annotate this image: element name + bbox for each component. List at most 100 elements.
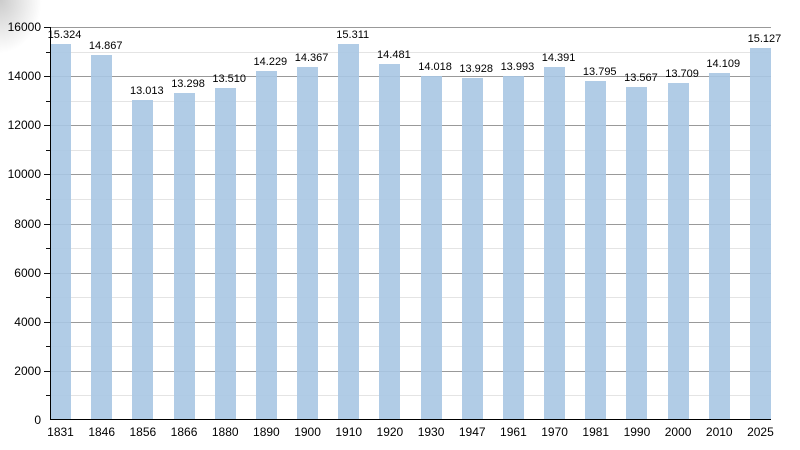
x-label-slot: 1930 xyxy=(418,426,445,439)
bar-value-label: 14.229 xyxy=(253,55,288,68)
x-label-slot: 1920 xyxy=(377,426,404,439)
bar-value-label: 15.127 xyxy=(747,33,782,46)
major-gridline xyxy=(50,27,771,28)
x-axis-tick-label: 1890 xyxy=(253,425,280,439)
x-axis-tick-label: 2000 xyxy=(664,425,692,439)
x-label-slot: 1846 xyxy=(88,426,115,439)
x-label-slot: 1961 xyxy=(500,426,527,439)
x-label-slot: 1910 xyxy=(335,425,363,439)
x-label-slot: 1880 xyxy=(211,425,239,439)
x-label-slot: 1900 xyxy=(294,425,321,439)
bar-value-label: 14.109 xyxy=(706,58,741,71)
bar-slot-1890: 14.229 xyxy=(254,27,287,420)
bar-1856 xyxy=(132,100,154,420)
x-axis-tick-label: 2025 xyxy=(747,425,774,439)
minor-gridline xyxy=(50,297,771,299)
bar-slot-1866: 13.298 xyxy=(171,27,205,420)
x-axis-tick-label: 1920 xyxy=(376,425,404,439)
bar-value-label: 13.298 xyxy=(171,78,205,91)
bar-value-label: 13.795 xyxy=(582,66,617,79)
y-major-tick xyxy=(44,174,50,176)
bars-row: 15.324 14.867 13.013 13.298 13.510 14.229 14.3… xyxy=(48,27,781,420)
bar-1961 xyxy=(502,76,524,420)
major-gridline xyxy=(50,370,771,372)
y-minor-tick xyxy=(46,297,50,299)
major-gridline xyxy=(50,174,771,176)
y-major-tick xyxy=(44,321,50,323)
y-axis-tick-label: 14000 xyxy=(7,69,41,84)
bar-slot-1981: 13.795 xyxy=(583,27,617,420)
major-gridline xyxy=(50,223,771,225)
x-label-slot: 1831 xyxy=(47,426,74,439)
bar-slot-1831: 15.324 xyxy=(48,27,81,420)
x-axis-tick-label: 1910 xyxy=(335,425,363,439)
y-axis-tick-label: 12000 xyxy=(7,118,41,133)
x-label-slot: 1856 xyxy=(130,426,157,439)
bar-value-label: 15.324 xyxy=(47,28,82,41)
x-label-slot: 1990 xyxy=(624,426,651,439)
x-label-slot: 2010 xyxy=(705,425,733,439)
plot-area: 15.324 14.867 13.013 13.298 13.510 14.229 14.3… xyxy=(8,20,782,439)
y-axis-tick-label: 4000 xyxy=(14,314,41,329)
x-axis-tick-label: 2010 xyxy=(705,425,733,439)
x-axis-line xyxy=(50,419,771,420)
bar-slot-1970: 14.391 xyxy=(542,27,575,420)
minor-gridline xyxy=(50,198,771,200)
bar-1866 xyxy=(173,93,195,420)
major-gridline xyxy=(50,125,771,127)
major-gridline xyxy=(50,76,771,78)
bar-value-label: 13.928 xyxy=(459,62,494,75)
bar-1910 xyxy=(338,43,360,420)
y-minor-tick xyxy=(46,248,50,250)
minor-gridline xyxy=(50,149,771,151)
bar-slot-1990: 13.567 xyxy=(624,27,658,420)
bar-1920 xyxy=(379,64,401,420)
bar-1880 xyxy=(214,88,236,420)
bar-value-label: 14.867 xyxy=(88,39,123,52)
minor-gridline xyxy=(50,395,771,397)
bar-1890 xyxy=(255,70,277,420)
bar-1846 xyxy=(91,54,113,420)
x-axis-tick-label: 1900 xyxy=(294,425,321,439)
x-label-slot: 1866 xyxy=(170,425,198,439)
bar-1831 xyxy=(50,43,71,420)
bar-slot-2010: 14.109 xyxy=(706,27,740,420)
y-major-tick xyxy=(44,370,50,372)
bar-slot-1930: 14.018 xyxy=(418,27,452,420)
bar-1981 xyxy=(585,81,607,420)
x-label-slot: 2000 xyxy=(664,425,692,439)
bar-slot-1846: 14.867 xyxy=(89,27,123,420)
x-label-slot: 1981 xyxy=(582,425,610,439)
y-axis-tick-label: 0 xyxy=(34,413,41,427)
y-minor-tick xyxy=(46,346,50,348)
y-major-tick xyxy=(44,27,50,28)
bar-value-label: 15.311 xyxy=(336,28,370,41)
y-major-tick xyxy=(44,76,50,78)
major-gridline xyxy=(50,272,771,274)
bar-slot-1880: 13.510 xyxy=(212,27,246,420)
bar-value-label: 13.013 xyxy=(130,85,164,98)
bar-value-label: 13.510 xyxy=(212,73,247,86)
bar-2025 xyxy=(749,48,771,420)
x-axis-tick-label: 1866 xyxy=(170,425,198,439)
bar-value-label: 14.481 xyxy=(377,49,411,62)
y-minor-tick xyxy=(46,149,50,151)
y-minor-tick xyxy=(46,198,50,200)
y-axis-tick-label: 6000 xyxy=(14,265,41,280)
x-label-slot: 1970 xyxy=(541,426,568,439)
x-label-slot: 1947 xyxy=(459,426,486,439)
bar-1990 xyxy=(626,86,648,420)
x-axis-labels-row: 1831 1846 1856 1866 1880 1890 1900 1910 1920 1930… xyxy=(47,425,774,439)
bar-value-label: 13.709 xyxy=(665,68,699,81)
y-major-tick xyxy=(44,223,50,225)
x-axis-tick-label: 1880 xyxy=(211,425,239,439)
y-axis-tick-label: 8000 xyxy=(14,216,41,231)
bar-2000 xyxy=(667,83,689,420)
y-major-tick xyxy=(44,272,50,274)
x-axis-tick-label: 1981 xyxy=(582,425,610,439)
minor-gridline xyxy=(50,248,771,250)
bar-slot-1920: 14.481 xyxy=(377,27,411,420)
y-axis-tick-label: 16000 xyxy=(7,20,41,34)
bar-1930 xyxy=(420,75,442,420)
